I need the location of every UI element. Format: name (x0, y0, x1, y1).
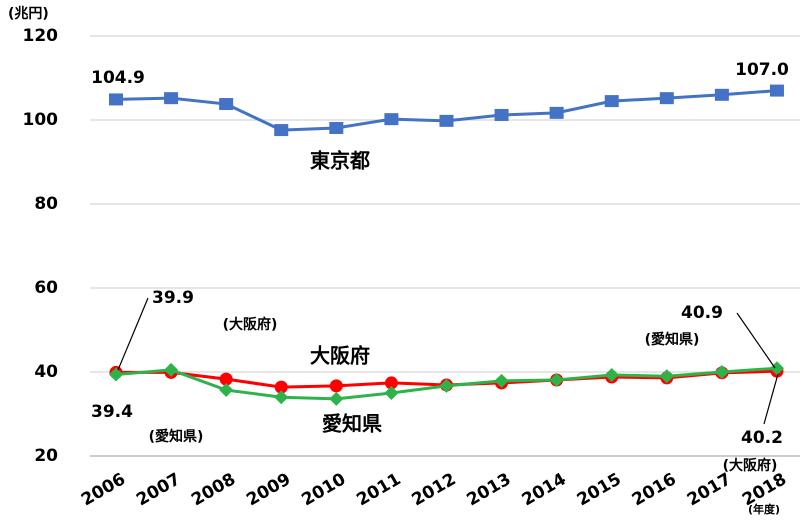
x-tick-label: 2006 (78, 469, 129, 510)
marker (219, 372, 233, 386)
marker (164, 92, 179, 105)
data-label: 104.9 (91, 68, 145, 88)
data-label: 39.4 (91, 402, 133, 422)
x-tick-label: 2016 (629, 469, 680, 510)
marker (109, 93, 123, 106)
marker (659, 92, 674, 105)
marker (604, 367, 619, 382)
x-tick-label: 2013 (464, 469, 515, 510)
x-tick-label: 2008 (188, 469, 239, 510)
x-tick-label: 2012 (408, 469, 459, 510)
marker (109, 367, 123, 382)
x-tick-label: 2017 (684, 469, 735, 510)
annotation: (大阪府) (223, 316, 278, 333)
leader-line (736, 312, 776, 369)
marker (604, 95, 619, 108)
data-label: 39.9 (152, 288, 194, 308)
marker (384, 376, 398, 390)
marker (274, 390, 289, 405)
marker (549, 372, 564, 387)
marker (384, 386, 399, 400)
x-tick-label: 2011 (353, 469, 404, 510)
marker (219, 98, 234, 111)
marker (714, 88, 729, 101)
marker (164, 362, 179, 377)
x-tick-label: 2014 (519, 469, 570, 510)
y-tick-label: 20 (34, 446, 58, 466)
data-label: 107.0 (735, 60, 789, 80)
series-label: 大阪府 (310, 344, 370, 368)
annotation: (大阪府) (723, 457, 778, 474)
annotation: (愛知県) (645, 331, 700, 348)
marker (384, 113, 399, 126)
marker (549, 106, 564, 119)
marker (714, 365, 729, 379)
marker (439, 114, 454, 127)
data-label: 40.2 (741, 428, 783, 448)
x-unit: (年度) (748, 502, 780, 516)
y-tick-label: 100 (23, 110, 59, 130)
data-label: 40.9 (681, 303, 723, 323)
y-tick-label: 120 (23, 26, 59, 46)
y-tick-label: 40 (34, 362, 58, 382)
series-label: 愛知県 (322, 412, 382, 436)
marker (274, 124, 289, 137)
x-tick-label: 2007 (133, 469, 184, 510)
leader-line (117, 297, 149, 371)
marker (439, 378, 454, 393)
x-tick-label: 2009 (243, 469, 294, 510)
marker (219, 383, 234, 398)
marker (494, 108, 509, 121)
series-label: 東京都 (310, 149, 370, 173)
marker (329, 379, 343, 393)
marker (769, 84, 784, 97)
marker (659, 369, 674, 384)
marker (274, 380, 288, 394)
x-tick-label: 2010 (298, 469, 349, 510)
y-unit: (兆円) (8, 6, 49, 22)
marker (329, 121, 344, 134)
marker (494, 373, 509, 388)
marker (329, 391, 344, 406)
x-tick-label: 2015 (574, 469, 625, 510)
leader-line (763, 373, 779, 425)
y-tick-label: 80 (34, 194, 58, 214)
y-tick-label: 60 (34, 278, 58, 298)
annotation: (愛知県) (149, 428, 204, 445)
